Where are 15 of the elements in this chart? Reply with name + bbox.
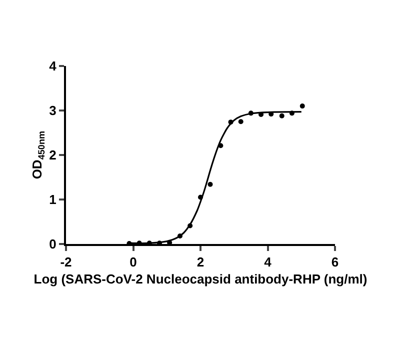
y-tick-label: 1 bbox=[49, 192, 56, 208]
x-tick-label: 4 bbox=[264, 254, 272, 270]
point bbox=[238, 119, 244, 124]
point bbox=[300, 104, 305, 109]
y-tick-label: 4 bbox=[49, 58, 58, 74]
y-tick-label: 2 bbox=[49, 148, 56, 163]
x-tick-label: -2 bbox=[60, 254, 72, 270]
point bbox=[279, 113, 284, 118]
x-tick-label: 6 bbox=[331, 254, 339, 270]
point bbox=[208, 182, 213, 187]
x-axis-title: Log (SARS-CoV-2 Nucleocapsid antibody-RHP (ng/ml) bbox=[34, 272, 368, 287]
x-tick-label: 2 bbox=[196, 254, 204, 270]
y-tick-label: 3 bbox=[49, 103, 56, 118]
x-tick-label: 0 bbox=[130, 254, 137, 270]
y-tick-label: 0 bbox=[49, 236, 56, 252]
